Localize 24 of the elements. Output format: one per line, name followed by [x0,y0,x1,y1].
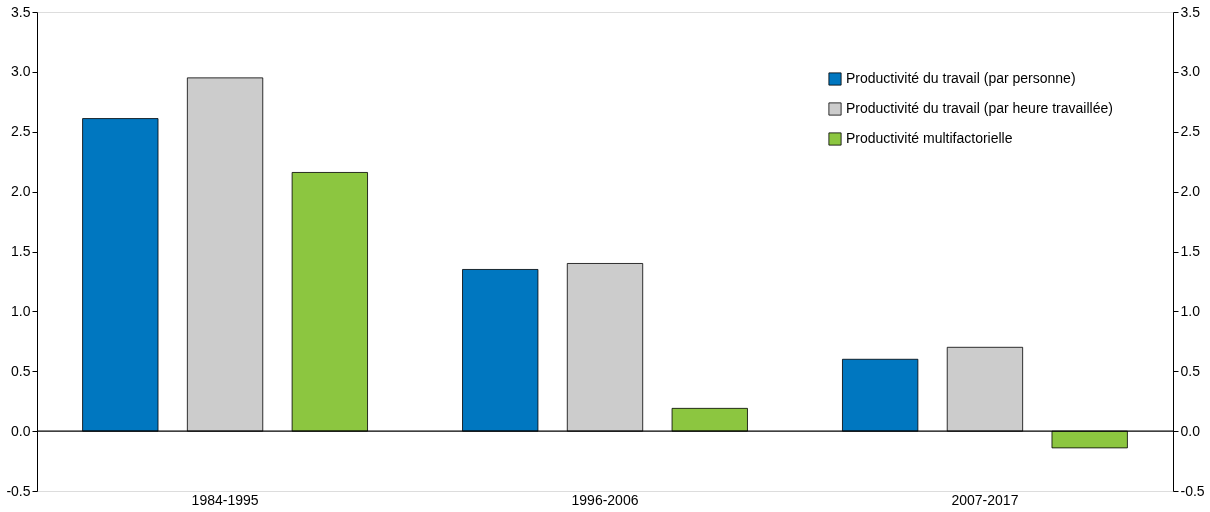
legend-label: Productivité du travail (par heure travaillée) [846,100,1113,116]
y2-tick-label: 0.0 [1180,422,1201,439]
y-tick-label: 1.5 [11,243,31,259]
y-tick-label: 2.5 [11,123,31,140]
y2-tick-label: 1.5 [1180,243,1201,259]
y-tick-label: 3.0 [11,63,31,80]
y2-tick-label: 0.5 [1180,362,1201,379]
y2-tick-label: 3.0 [1180,63,1201,80]
y-tick-label: 2.0 [11,183,31,200]
y2-tick-label: 1.0 [1180,302,1201,319]
y2-tick-label: -0.5 [1180,482,1205,499]
legend-label: Productivité multifactorielle [846,130,1013,146]
y2-tick-label: 2.5 [1180,123,1201,140]
x-tick-label: 2007-2017 [951,491,1019,508]
x-tick-label: 1996-2006 [571,491,639,508]
y-tick-label: 1.0 [11,302,31,319]
y-tick-label: 0.5 [11,362,31,379]
y-tick-label: 3.5 [11,3,31,20]
y-tick-label: -0.5 [6,482,31,499]
y-tick-label: 0.0 [11,422,31,439]
x-tick-label: 1984-1995 [191,491,259,508]
y2-tick-label: 2.0 [1180,183,1201,200]
legend-label: Productivité du travail (par personne) [846,70,1076,86]
y2-tick-label: 3.5 [1180,3,1201,20]
